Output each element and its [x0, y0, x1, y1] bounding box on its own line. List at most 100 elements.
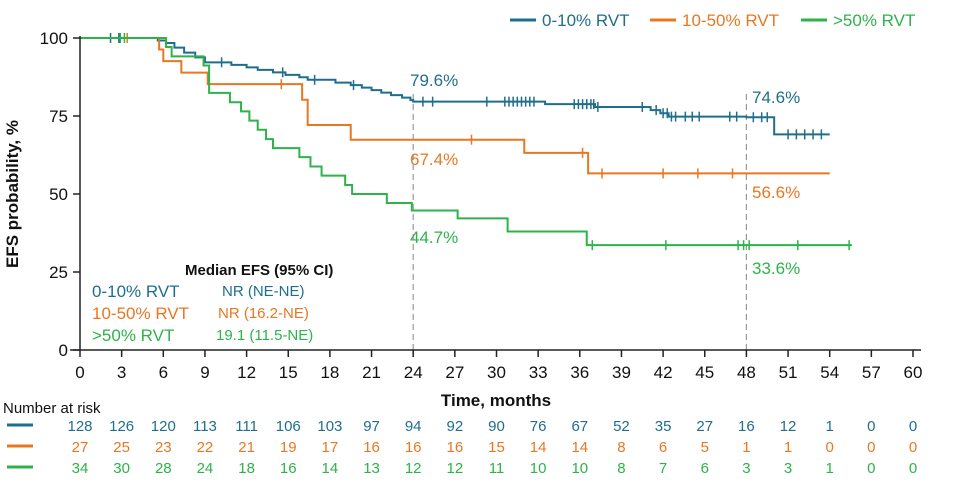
y-tick-label: 100: [40, 29, 68, 48]
median-efs-table: Median EFS (95% CI) 0-10% RVT NR (NE-NE) 10…: [92, 262, 333, 345]
risk-value: 28: [155, 460, 172, 477]
x-tick-label: 0: [75, 363, 84, 382]
x-tick-label: 39: [612, 363, 631, 382]
risk-value: 3: [784, 460, 792, 477]
risk-value: 10: [571, 460, 588, 477]
survival-label: 44.7%: [410, 228, 458, 247]
risk-value: 1: [784, 439, 792, 456]
risk-value: 12: [447, 460, 464, 477]
median-row-value: NR (NE-NE): [222, 283, 305, 300]
risk-value: 76: [530, 418, 547, 435]
survival-label: 33.6%: [752, 259, 800, 278]
x-tick-label: 27: [445, 363, 464, 382]
risk-value: 27: [696, 418, 713, 435]
risk-value: 97: [363, 418, 380, 435]
y-tick-label: 50: [49, 185, 68, 204]
x-tick-label: 15: [279, 363, 298, 382]
risk-value: 16: [738, 418, 755, 435]
risk-value: 12: [780, 418, 797, 435]
x-tick-label: 6: [159, 363, 168, 382]
risk-value: 24: [197, 460, 214, 477]
x-tick-label: 12: [237, 363, 256, 382]
risk-value: 18: [238, 460, 255, 477]
survival-label: 79.6%: [410, 71, 458, 90]
survival-label: 56.6%: [752, 183, 800, 202]
median-row-value: 19.1 (11.5-NE): [216, 327, 313, 344]
y-tick-label: 75: [49, 107, 68, 126]
risk-value: 120: [151, 418, 176, 435]
risk-value: 128: [67, 418, 92, 435]
risk-value: 0: [867, 418, 875, 435]
x-tick-label: 60: [904, 363, 923, 382]
risk-value: 17: [322, 439, 339, 456]
risk-value: 14: [322, 460, 339, 477]
risk-value: 3: [742, 460, 750, 477]
risk-value: 5: [701, 439, 709, 456]
risk-value: 0: [867, 439, 875, 456]
risk-value: 103: [317, 418, 342, 435]
risk-value: 6: [701, 460, 709, 477]
median-table-title: Median EFS (95% CI): [185, 262, 333, 279]
legend: 0-10% RVT 10-50% RVT >50% RVT: [510, 11, 915, 30]
x-tick-label: 24: [404, 363, 423, 382]
x-tick-label: 51: [779, 363, 798, 382]
y-axis-title: EFS probability, %: [3, 120, 22, 268]
risk-value: 27: [72, 439, 89, 456]
median-row-label: 10-50% RVT: [92, 304, 189, 323]
risk-value: 22: [197, 439, 214, 456]
risk-value: 30: [113, 460, 130, 477]
median-row-label: >50% RVT: [92, 326, 174, 345]
legend-label-2: >50% RVT: [833, 11, 915, 30]
x-tick-label: 48: [737, 363, 756, 382]
risk-value: 126: [109, 418, 134, 435]
survival-label: 67.4%: [410, 150, 458, 169]
risk-value: 113: [193, 418, 217, 435]
risk-value: 16: [280, 460, 297, 477]
x-tick-label: 36: [570, 363, 589, 382]
risk-value: 25: [113, 439, 130, 456]
risk-value: 0: [909, 460, 917, 477]
risk-value: 14: [571, 439, 588, 456]
risk-value: 0: [867, 460, 875, 477]
y-tick-label: 25: [49, 263, 68, 282]
x-tick-label: 18: [320, 363, 339, 382]
risk-value: 23: [155, 439, 172, 456]
legend-label-1: 10-50% RVT: [682, 11, 779, 30]
risk-value: 35: [655, 418, 672, 435]
risk-value: 1: [742, 439, 750, 456]
annotations: 79.6% 74.6% 67.4% 56.6% 44.7% 33.6%: [410, 71, 800, 278]
risk-value: 90: [488, 418, 505, 435]
risk-value: 14: [530, 439, 547, 456]
risk-value: 21: [238, 439, 255, 456]
x-tick-label: 3: [117, 363, 126, 382]
survival-label: 74.6%: [752, 88, 800, 107]
risk-value: 92: [447, 418, 464, 435]
risk-value: 10: [530, 460, 547, 477]
risk-value: 1: [826, 418, 834, 435]
x-tick-label: 21: [362, 363, 381, 382]
risk-value: 13: [363, 460, 380, 477]
risk-value: 16: [363, 439, 380, 456]
risk-value: 94: [405, 418, 422, 435]
risk-value: 106: [276, 418, 301, 435]
x-tick-label: 45: [695, 363, 714, 382]
median-row-value: NR (16.2-NE): [218, 305, 309, 322]
x-tick-label: 9: [200, 363, 209, 382]
km-curve-series-2: [80, 37, 852, 247]
risk-table-title: Number at risk: [3, 400, 101, 417]
reference-lines: [412, 92, 748, 350]
legend-label-0: 0-10% RVT: [542, 11, 630, 30]
risk-value: 12: [405, 460, 422, 477]
risk-value: 16: [447, 439, 464, 456]
y-tick-label: 0: [59, 341, 68, 360]
risk-value: 8: [617, 439, 625, 456]
x-axis-title: Time, months: [441, 391, 551, 410]
risk-value: 15: [488, 439, 505, 456]
x-tick-label: 57: [862, 363, 881, 382]
x-tick-label: 42: [654, 363, 673, 382]
risk-value: 0: [909, 439, 917, 456]
risk-value: 52: [613, 418, 630, 435]
